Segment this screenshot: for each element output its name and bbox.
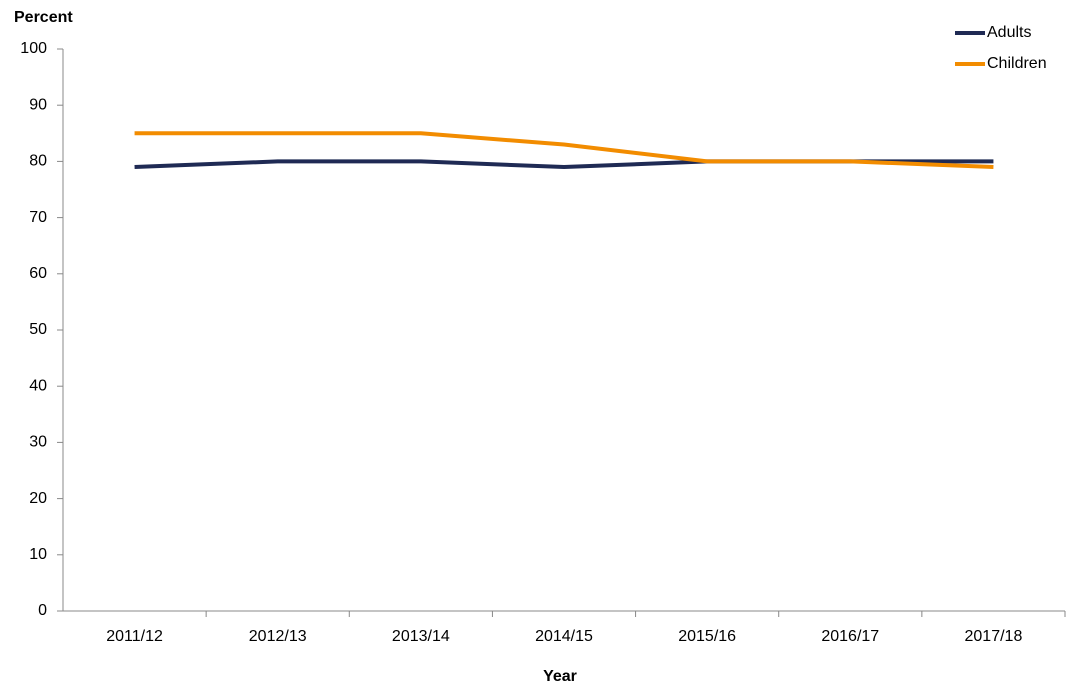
x-tick-label: 2013/14 — [392, 628, 450, 645]
y-tick-label: 90 — [29, 96, 47, 113]
y-tick-label: 60 — [29, 265, 47, 282]
y-tick-label: 80 — [29, 153, 47, 170]
y-tick-label: 20 — [29, 490, 47, 507]
x-tick-label: 2015/16 — [678, 628, 736, 645]
y-tick-label: 70 — [29, 209, 47, 226]
y-tick-label: 10 — [29, 546, 47, 563]
x-tick-label: 2014/15 — [535, 628, 593, 645]
y-tick-label: 0 — [38, 602, 47, 619]
y-tick-label: 50 — [29, 321, 47, 338]
legend-label: Adults — [987, 24, 1031, 41]
x-axis-title: Year — [543, 668, 577, 685]
legend-label: Children — [987, 55, 1047, 72]
y-tick-label: 100 — [20, 40, 47, 57]
series-line — [134, 131, 994, 170]
x-tick-label: 2011/12 — [106, 628, 163, 645]
y-axis-title: Percent — [14, 9, 73, 26]
x-tick-label: 2017/18 — [965, 628, 1023, 645]
x-tick-label: 2012/13 — [249, 628, 307, 645]
x-tick-label: 2016/17 — [821, 628, 879, 645]
y-tick-label: 30 — [29, 434, 47, 451]
y-tick-label: 40 — [29, 377, 47, 394]
